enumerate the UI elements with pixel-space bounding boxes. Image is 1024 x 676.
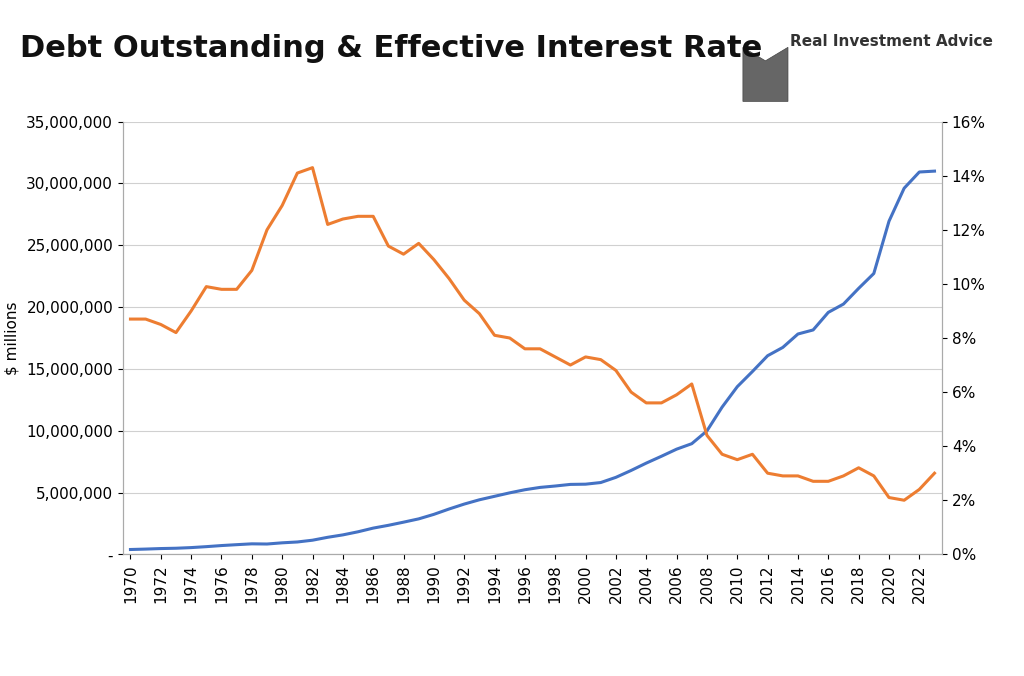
Polygon shape [743,47,788,101]
Y-axis label: $ millions: $ millions [4,301,19,375]
Text: Debt Outstanding & Effective Interest Rate: Debt Outstanding & Effective Interest Ra… [20,34,763,63]
Text: Real Investment Advice: Real Investment Advice [791,34,993,49]
